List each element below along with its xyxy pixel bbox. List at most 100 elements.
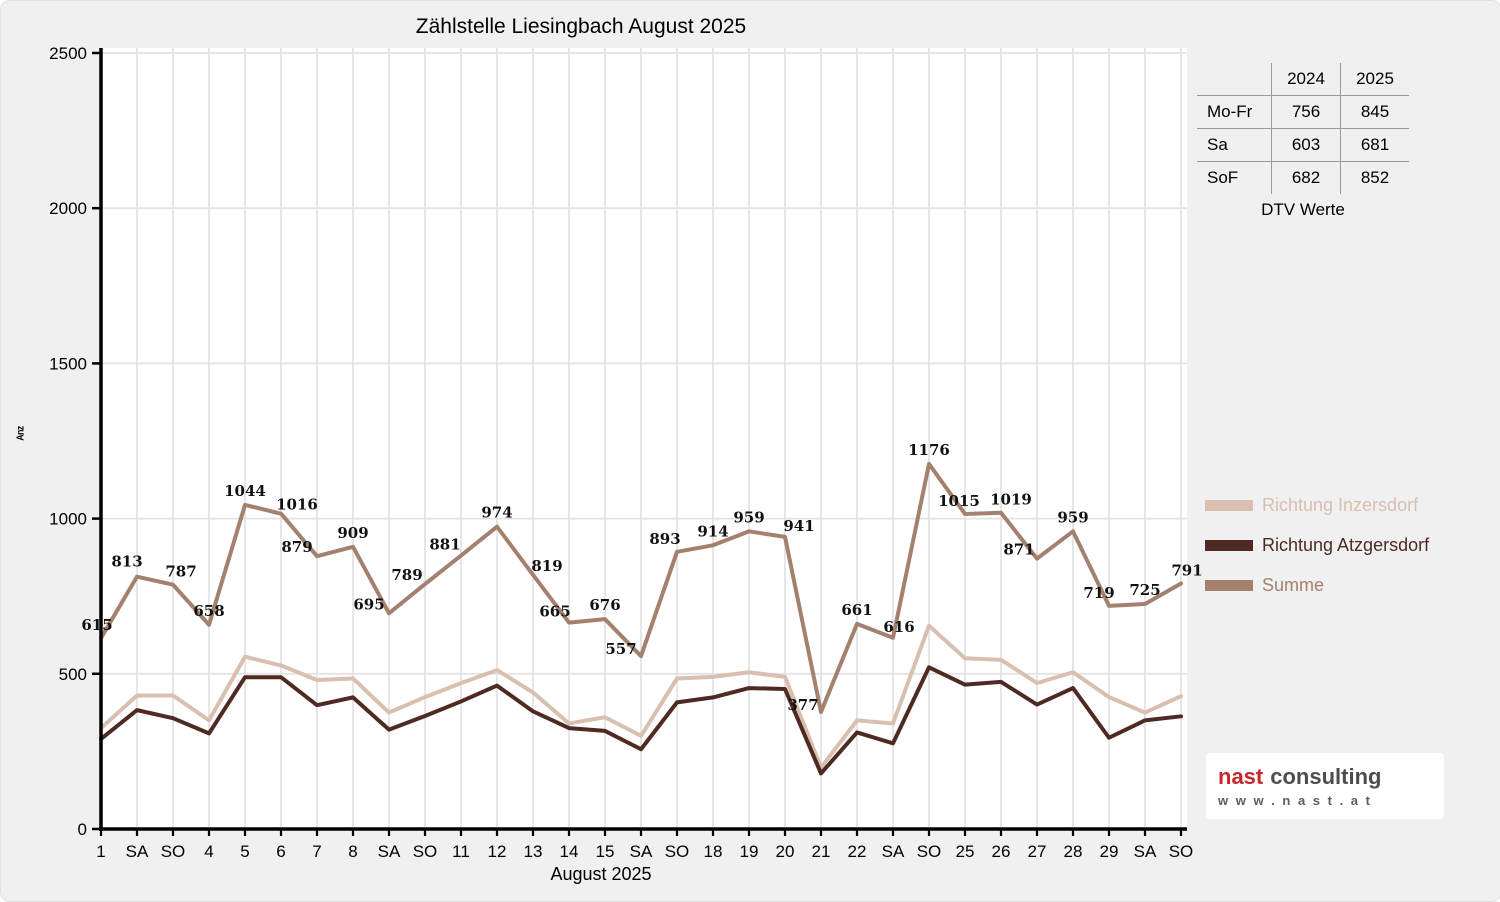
legend-label: Richtung Atzgersdorf [1262, 535, 1430, 555]
data-label: 893 [649, 530, 680, 548]
y-axis-label: Anz [14, 426, 26, 441]
x-axis-title: August 2025 [550, 864, 652, 884]
data-label: 1044 [224, 482, 266, 500]
x-tick-label: SO [413, 842, 438, 861]
dtv-value: 845 [1340, 95, 1409, 129]
dtv-caption: DTV Werte [1261, 200, 1345, 219]
data-label: 819 [531, 557, 562, 575]
dtv-value: 681 [1340, 128, 1409, 162]
y-tick-label: 0 [78, 820, 87, 839]
dtv-value: 756 [1271, 95, 1341, 129]
x-tick-label: SO [917, 842, 942, 861]
dtv-row-label: SoF [1207, 168, 1239, 187]
dtv-col-2024: 2024 [1271, 63, 1341, 96]
data-label: 909 [337, 524, 368, 542]
dtv-header-row: 2024 2025 [1197, 63, 1409, 96]
data-label: 914 [697, 522, 728, 540]
dtv-value: 682 [1271, 161, 1341, 194]
x-tick-label: SA [378, 842, 401, 861]
x-tick-label: 12 [488, 842, 507, 861]
x-tick-label: SA [126, 842, 149, 861]
y-tick-label: 1500 [49, 354, 87, 373]
atzgersdorf-swatch-icon [1205, 540, 1253, 551]
dtv-table: 2024 2025 Mo-Fr 756 845 Sa 603 681 SoF 6… [1197, 63, 1409, 220]
x-tick-label: 13 [524, 842, 543, 861]
inzersdorf-swatch-icon [1205, 500, 1253, 511]
summe-swatch-icon [1205, 580, 1253, 591]
x-tick-label: 20 [776, 842, 795, 861]
data-label: 676 [589, 596, 620, 614]
data-label: 1019 [990, 491, 1032, 509]
data-label: 557 [605, 640, 636, 658]
series-line-summe [99, 461, 1183, 714]
data-label: 959 [1057, 508, 1088, 526]
logo-url: w w w . n a s t . a t [1218, 793, 1372, 808]
dtv-row-label: Mo-Fr [1197, 95, 1272, 129]
logo-wordmark: nast consulting [1218, 764, 1432, 790]
x-tick-label: 26 [992, 842, 1011, 861]
data-label: 1176 [908, 441, 950, 459]
data-label: 974 [481, 504, 512, 522]
plot-area [101, 48, 1187, 829]
axes [92, 48, 1187, 836]
data-label: 658 [193, 602, 224, 620]
data-label: 1015 [938, 492, 980, 510]
gridlines [101, 48, 1187, 829]
dtv-table-grid: 2024 2025 Mo-Fr 756 845 Sa 603 681 SoF 6… [1197, 63, 1409, 194]
data-label: 881 [429, 536, 460, 554]
dtv-corner-cell [1197, 63, 1272, 96]
dtv-value: 852 [1340, 161, 1409, 194]
x-tick-label: 4 [204, 842, 213, 861]
nast-consulting-logo: nast consulting w w w . n a s t . a t [1206, 753, 1444, 819]
x-tick-label: SO [1169, 842, 1194, 861]
x-tick-label: 14 [560, 842, 579, 861]
legend-item-inzersdorf: Richtung Inzersdorf [1205, 495, 1429, 516]
x-tick-label: 22 [848, 842, 867, 861]
x-tick-label: SA [882, 842, 905, 861]
series-line-richtung-atzgersdorf [99, 665, 1183, 776]
x-tick-label: SA [630, 842, 653, 861]
legend-item-atzgersdorf: Richtung Atzgersdorf [1205, 535, 1429, 556]
data-label: 789 [391, 566, 422, 584]
data-label: 616 [883, 618, 914, 636]
x-tick-label: 29 [1100, 842, 1119, 861]
y-tick-label: 500 [59, 665, 87, 684]
x-tick-label: 7 [312, 842, 321, 861]
x-tick-label: 6 [276, 842, 285, 861]
x-tick-label: 11 [452, 842, 470, 861]
legend-item-summe: Summe [1205, 575, 1429, 596]
data-label: 813 [111, 553, 142, 571]
chart-title: Zählstelle Liesingbach August 2025 [415, 15, 747, 38]
logo-suffix: consulting [1270, 764, 1382, 789]
data-label: 791 [1171, 561, 1202, 579]
data-label: 615 [81, 616, 112, 634]
x-tick-label: 19 [740, 842, 759, 861]
x-tick-label: SA [1134, 842, 1157, 861]
y-tick-label: 2500 [49, 44, 87, 63]
data-label: 719 [1083, 584, 1114, 602]
x-tick-label: SO [161, 842, 186, 861]
data-label: 695 [353, 595, 384, 613]
data-label: 725 [1129, 581, 1160, 599]
x-tick-label: 15 [596, 842, 615, 861]
data-label: 377 [787, 696, 818, 714]
x-tick-label: 27 [1028, 842, 1047, 861]
data-label: 941 [783, 517, 814, 535]
data-label: 661 [841, 601, 872, 619]
x-tick-label: 1 [96, 842, 105, 861]
dtv-row-label: Sa [1197, 128, 1272, 162]
data-label: 787 [165, 563, 196, 581]
data-label: 959 [733, 508, 764, 526]
y-tick-label: 2000 [49, 199, 87, 218]
legend-label: Summe [1262, 575, 1325, 595]
data-label: 665 [539, 603, 570, 621]
y-tick-label: 1000 [49, 510, 87, 529]
x-tick-label: 5 [240, 842, 249, 861]
legend-label: Richtung Inzersdorf [1262, 495, 1419, 515]
table-row: Sa 603 681 [1197, 128, 1409, 162]
data-label: 871 [1003, 541, 1034, 559]
x-tick-label: 28 [1064, 842, 1083, 861]
table-row: SoF 682 852 [1197, 161, 1409, 194]
legend: Richtung Inzersdorf Richtung Atzgersdorf… [1205, 495, 1429, 596]
